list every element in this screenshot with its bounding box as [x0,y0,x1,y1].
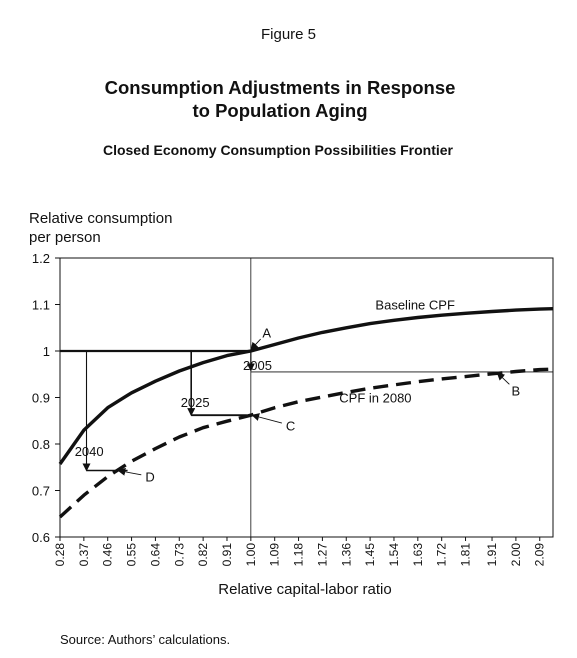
y-tick-label: 0.9 [32,391,50,406]
x-tick-label: 0.46 [101,543,115,567]
chart-title-line-1: Consumption Adjustments in Response [104,77,456,98]
y-tick-label: 1.2 [32,251,50,266]
annotation-a-arrow [250,338,261,351]
x-tick-label: 2.00 [509,543,523,567]
x-tick-label: 1.27 [315,543,329,567]
chart-subtitle: Closed Economy Consumption Possibilities… [102,142,454,158]
chart-title: Consumption Adjustments in Response to P… [0,76,560,122]
annotation-c-arrow [251,413,283,424]
baseline-cpf-curve [58,307,554,465]
x-tick-label: 0.37 [77,543,91,567]
x-tick-label: 1.91 [485,543,499,567]
x-tick-label: 0.28 [53,543,67,567]
y-axis-label: Relative consumption per person [29,209,172,247]
annotation-d: D [145,470,154,485]
annotation-d-arrow [117,467,142,476]
source-note: Source: Authors’ calculations. [60,632,231,647]
chart-title-line-2: to Population Aging [192,100,368,121]
plot-frame [59,257,554,538]
cpf-2080-curve [58,367,554,519]
x-tick-label: 1.81 [459,543,473,567]
y-axis-label-line-1: Relative consumption [29,210,173,227]
x-tick-label: 1.36 [339,543,353,567]
x-tick-label: 0.73 [172,543,186,567]
y-axis-label-line-2: per person [29,229,101,246]
annotation-2005: 2005 [243,358,272,373]
annotation-2025: 2025 [181,395,210,410]
annotation-c: C [286,418,295,433]
y-tick-label: 0.6 [32,530,50,545]
x-tick-label: 0.91 [220,543,234,567]
x-tick-label: 0.64 [148,543,162,567]
annotation-b: B [512,384,521,399]
annotation-baseline-cpf: Baseline CPF [375,298,455,313]
x-tick-label: 1.63 [411,543,425,567]
x-axis-label: Relative capital-labor ratio [218,581,392,598]
y-tick-label: 1 [43,344,50,359]
annotation-b-arrow [496,372,510,385]
x-tick-label: 1.09 [268,543,282,567]
x-tick-label: 1.00 [244,543,258,567]
x-tick-label: 1.54 [387,543,401,567]
x-tick-label: 0.82 [196,543,210,567]
x-tick-label: 1.72 [435,543,449,567]
annotation-2040: 2040 [75,444,104,459]
y-tick-label: 0.7 [32,484,50,499]
x-tick-label: 2.09 [533,543,547,567]
annotation-a: A [262,325,271,340]
x-tick-label: 1.45 [363,543,377,567]
figure-label: Figure 5 [260,26,317,43]
annotation-cpf-in-2080: CPF in 2080 [339,391,411,406]
x-tick-label: 0.55 [125,543,139,567]
y-tick-label: 0.8 [32,437,50,452]
y-tick-label: 1.1 [32,298,50,313]
x-tick-label: 1.18 [292,543,306,567]
